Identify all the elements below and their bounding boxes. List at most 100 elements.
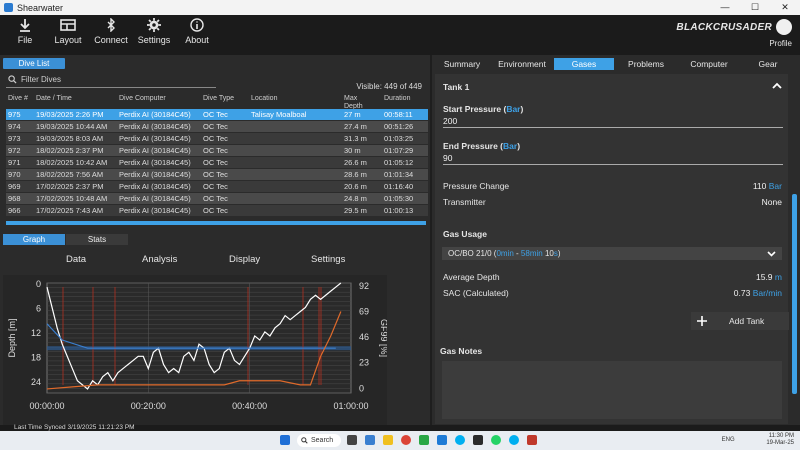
cell-duration: 01:07:29 (384, 146, 414, 155)
subtab-settings[interactable]: Settings (311, 254, 346, 265)
connect-button[interactable]: Connect (88, 18, 134, 45)
col-dive-num[interactable]: Dive # (8, 95, 28, 102)
table-row[interactable]: 971 18/02/2025 10:42 AM Perdix AI (30184C4… (6, 157, 428, 168)
windows-start-icon[interactable] (280, 435, 290, 445)
file-button[interactable]: File (2, 18, 48, 45)
chrome-icon[interactable] (401, 435, 411, 445)
cell-duration: 01:16:40 (384, 182, 414, 191)
col-depth[interactable]: Max Depth (344, 95, 363, 110)
app-icon-1[interactable] (365, 435, 375, 445)
tab-gases[interactable]: Gases (554, 58, 614, 70)
gas-select[interactable]: OC/BO 21/0 (0min - 58min 10s) (442, 247, 782, 260)
filter-dives[interactable]: Filter Dives (8, 75, 61, 84)
col-location[interactable]: Location (251, 95, 278, 102)
maximize-button[interactable]: ☐ (750, 2, 760, 12)
cell-type: OC Tec (203, 134, 228, 143)
whatsapp-icon[interactable] (491, 435, 501, 445)
minimize-button[interactable]: — (720, 2, 730, 12)
x-tick-label: 00:20:00 (131, 401, 166, 411)
add-tank-label: Add Tank (729, 316, 765, 326)
table-row[interactable]: 966 17/02/2025 7:43 AM Perdix AI (30184C45… (6, 205, 428, 216)
skype-icon[interactable] (455, 435, 465, 445)
avg-depth-label: Average Depth (443, 272, 500, 282)
user-name: BLACKCRUSADER (676, 21, 772, 33)
download-icon (20, 19, 30, 32)
layout-button[interactable]: Layout (45, 18, 91, 45)
table-row[interactable]: 975 19/03/2025 2:26 PM Perdix AI (30184C45… (6, 109, 428, 120)
dive-table: 975 19/03/2025 2:26 PM Perdix AI (30184C45… (6, 109, 428, 227)
table-row[interactable]: 970 18/02/2025 7:56 AM Perdix AI (30184C45… (6, 169, 428, 180)
end-pressure-input[interactable]: 90 (443, 153, 453, 163)
tray-time: 11:30 PM (768, 433, 794, 439)
cell-duration: 01:05:12 (384, 158, 414, 167)
add-tank-button[interactable]: Add Tank (691, 312, 789, 330)
sac-label: SAC (Calculated) (443, 288, 509, 298)
y-axis-label: Depth [m] (7, 318, 17, 357)
cell-num: 971 (8, 158, 21, 167)
tab-computer[interactable]: Computer (690, 59, 728, 69)
cell-depth: 26.6 m (344, 158, 367, 167)
cell-type: OC Tec (203, 158, 228, 167)
col-type[interactable]: Dive Type (203, 95, 234, 102)
cell-type: OC Tec (203, 206, 228, 215)
skype-icon-2[interactable] (509, 435, 519, 445)
user-profile[interactable]: BLACKCRUSADER Profile (676, 19, 792, 48)
tab-summary[interactable]: Summary (443, 59, 481, 69)
pressure-change-label: Pressure Change (443, 181, 510, 191)
table-row[interactable]: 969 17/02/2025 2:37 PM Perdix AI (30184C45… (6, 181, 428, 192)
subtab-analysis[interactable]: Analysis (142, 254, 178, 265)
dive-profile-chart[interactable]: 0 6 12 18 24 92 69 46 23 0 00:00:00 00:20:00 00:40:0… (3, 275, 389, 427)
tab-problems[interactable]: Problems (628, 59, 664, 69)
cell-computer: Perdix AI (30184C45) (119, 182, 191, 191)
table-row[interactable]: 973 19/03/2025 8:03 AM Perdix AI (30184C45… (6, 133, 428, 144)
series-line-0 (46, 282, 342, 390)
gas-notes-textarea[interactable] (442, 361, 782, 419)
tab-graph[interactable]: Graph (3, 234, 65, 245)
cell-type: OC Tec (203, 122, 228, 131)
tab-environment[interactable]: Environment (498, 59, 546, 69)
end-pressure-label: End Pressure (Bar) (443, 141, 521, 151)
settings-button[interactable]: Settings (131, 18, 177, 45)
tab-dive-list[interactable]: Dive List (3, 58, 65, 69)
cell-depth: 20.6 m (344, 182, 367, 191)
chevron-up-icon[interactable] (772, 82, 782, 90)
col-date[interactable]: Date / Time (36, 95, 72, 102)
col-duration[interactable]: Duration (384, 95, 411, 102)
close-button[interactable]: ✕ (781, 2, 789, 12)
line-icon[interactable] (419, 435, 429, 445)
y2-axis-label: GF99 [%] (379, 319, 387, 357)
table-scrollbar[interactable] (6, 221, 426, 225)
table-row[interactable]: 968 17/02/2025 10:48 AM Perdix AI (30184C4… (6, 193, 428, 204)
cell-location: Talisay Moalboal (251, 110, 307, 119)
filter-underline (6, 87, 216, 88)
subtab-display[interactable]: Display (229, 254, 261, 265)
start-pressure-input[interactable]: 200 (443, 116, 458, 126)
right-scroll-thumb[interactable] (792, 194, 797, 394)
sac-value: 0.73 Bar/min (733, 288, 782, 298)
windows-taskbar: Search ENG 11:30 PM 19-Mar-25 (0, 431, 800, 450)
profile-label: Profile (769, 39, 792, 48)
cell-duration: 01:01:34 (384, 170, 414, 179)
cell-type: OC Tec (203, 182, 228, 191)
system-tray[interactable]: ENG 11:30 PM 19-Mar-25 (722, 433, 794, 447)
taskbar-search[interactable]: Search (297, 434, 341, 447)
x-tick-label: 00:00:00 (29, 401, 64, 411)
tab-gear[interactable]: Gear (758, 59, 778, 69)
cell-num: 966 (8, 206, 21, 215)
gas-notes-label: Gas Notes (440, 346, 483, 356)
right-scrollbar[interactable] (791, 74, 798, 424)
file-explorer-icon[interactable] (383, 435, 393, 445)
cell-date: 19/03/2025 10:44 AM (36, 122, 108, 131)
about-button[interactable]: About (174, 18, 220, 45)
tab-stats[interactable]: Stats (66, 234, 128, 245)
subtab-data[interactable]: Data (66, 254, 87, 265)
taskbar-search-label: Search (311, 437, 334, 444)
shearwater-taskbar-icon[interactable] (527, 435, 537, 445)
col-computer[interactable]: Dive Computer (119, 95, 166, 102)
taskview-icon[interactable] (347, 435, 357, 445)
series-line-2 (46, 311, 342, 390)
table-row[interactable]: 972 18/02/2025 2:37 PM Perdix AI (30184C45… (6, 145, 428, 156)
app-icon-2[interactable] (473, 435, 483, 445)
table-row[interactable]: 974 19/03/2025 10:44 AM Perdix AI (30184C4… (6, 121, 428, 132)
store-icon[interactable] (437, 435, 447, 445)
